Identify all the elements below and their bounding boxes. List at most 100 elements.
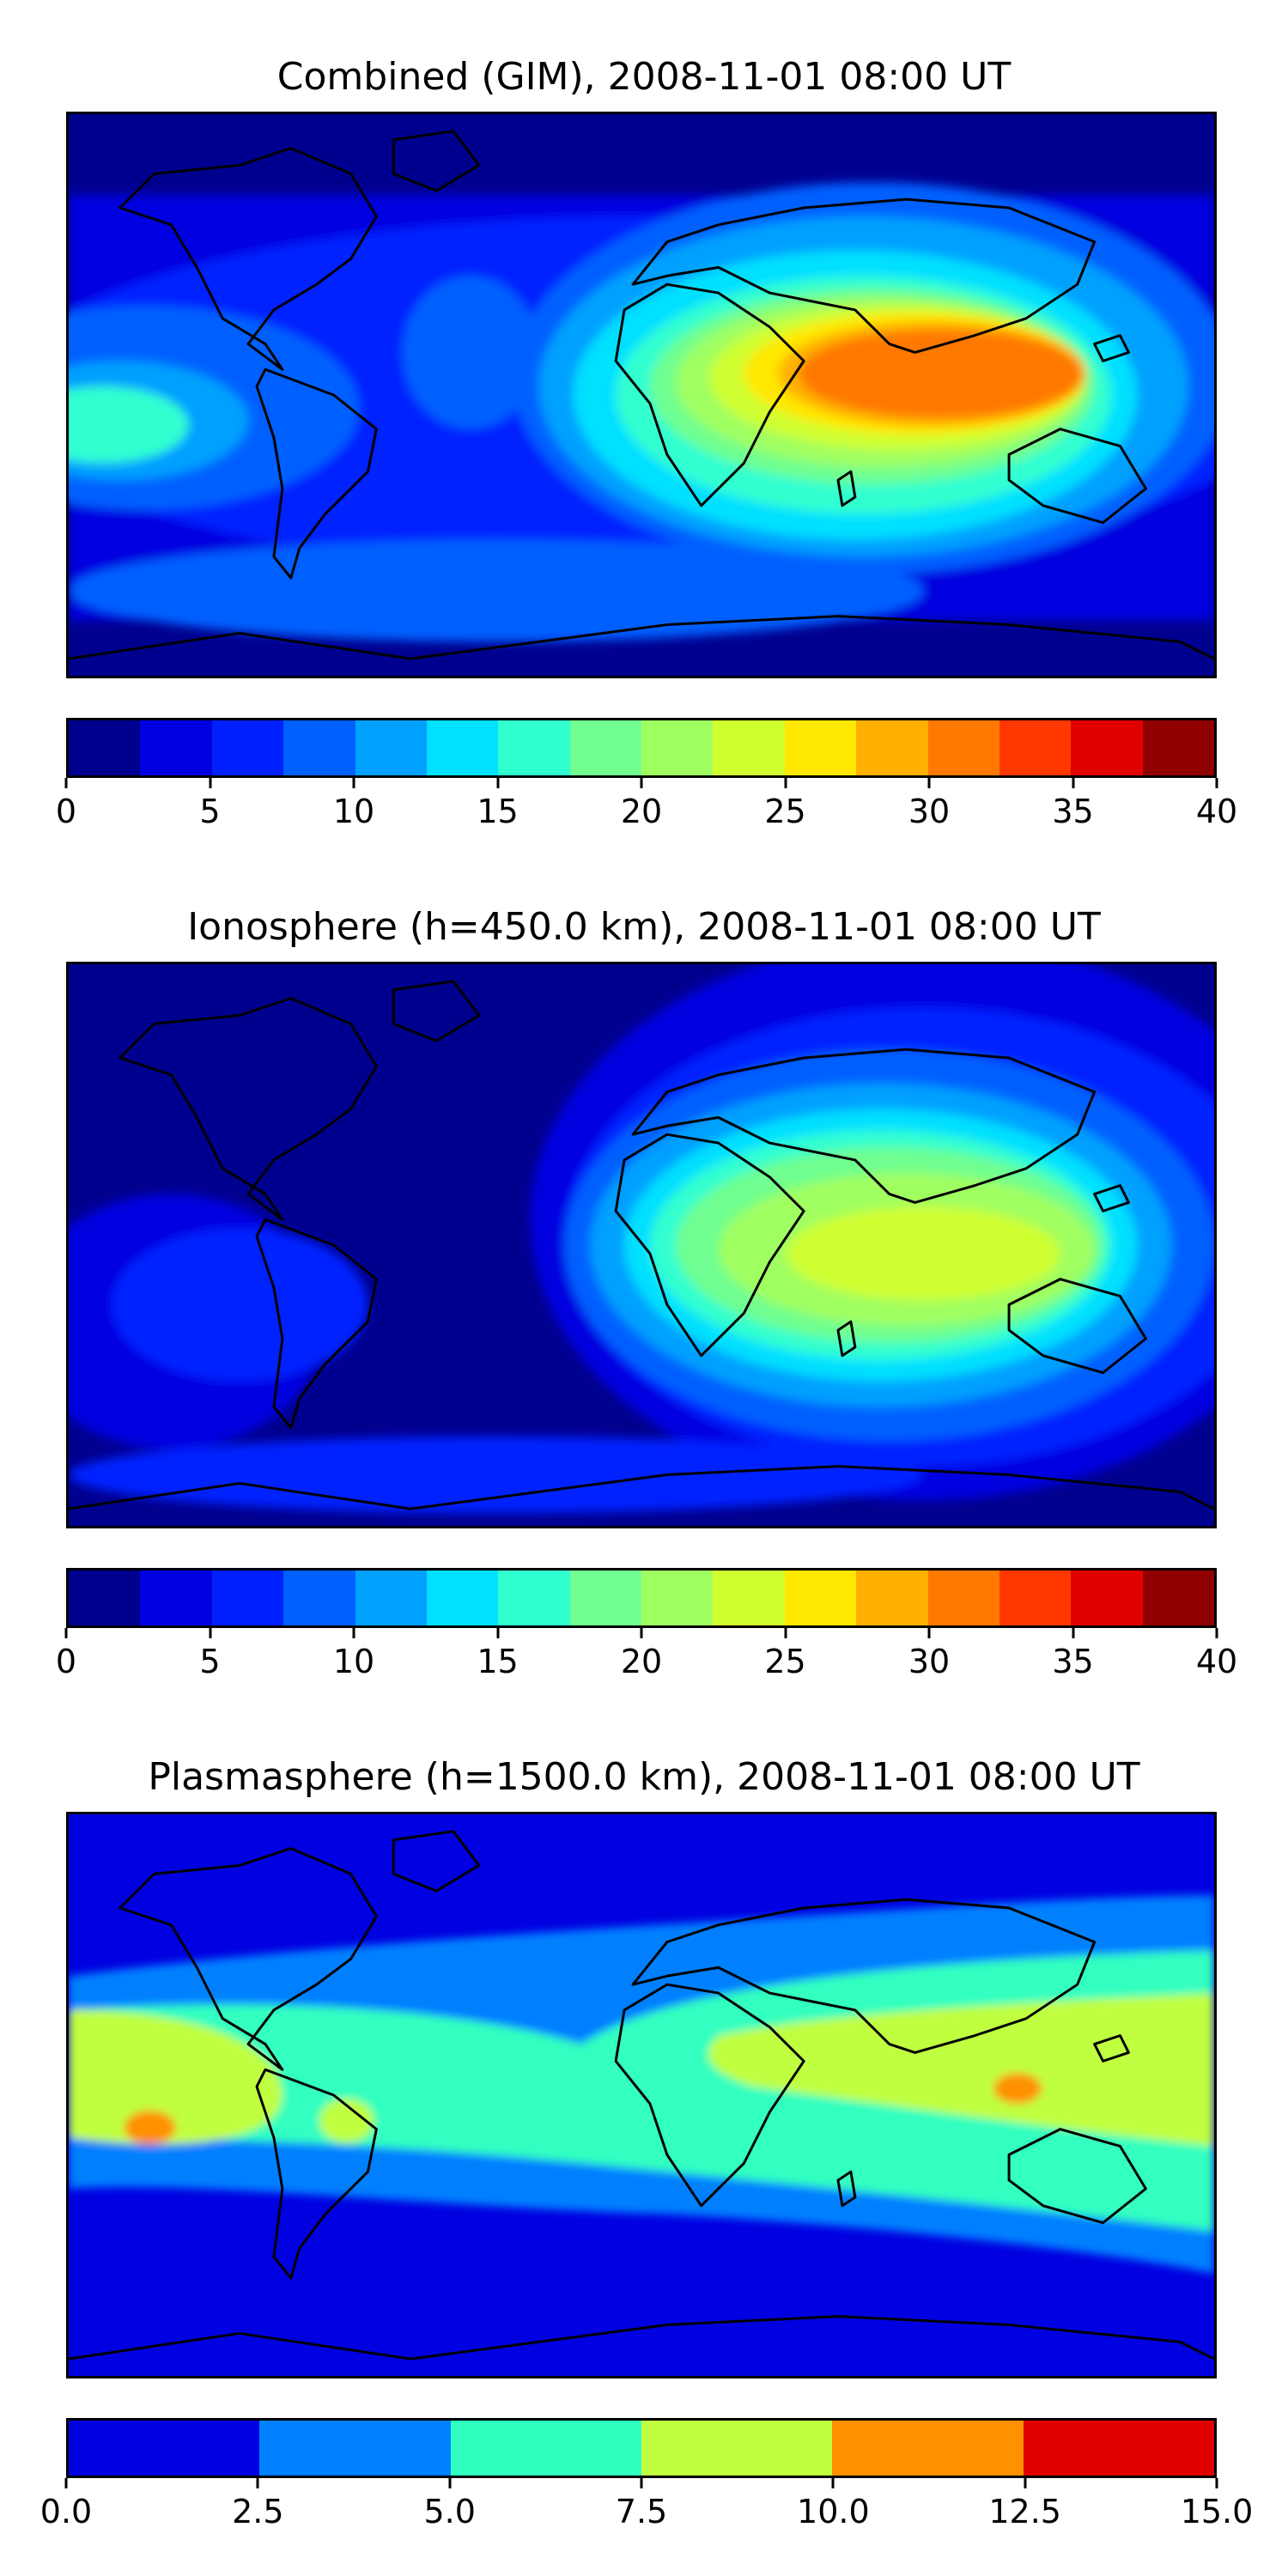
colorbar-tick [256,2478,259,2488]
colorbar-segment [927,1571,999,1625]
colorbar-tick [640,778,643,788]
colorbar-tick [640,1628,643,1638]
colorbar-tick-label: 15.0 [1180,2493,1254,2530]
colorbar-segment [784,1571,857,1625]
colorbar-segment [1071,1571,1143,1625]
colorbar-tick-label: 0 [55,793,77,830]
colorbar-tick-label: 15 [477,1643,519,1680]
colorbar-tick [784,778,787,788]
colorbar-segment [1142,720,1214,775]
colorbar-tick [784,1628,787,1638]
colorbar-tick-label: 20 [620,793,663,830]
colorbar-segment [641,1571,714,1625]
colorbar-segment [69,720,141,775]
colorbar-tick-label: 30 [908,1643,951,1680]
colorbar-tick [1024,2478,1027,2488]
colorbar-segment [426,1571,499,1625]
colorbar-tick-label: 5 [199,1643,221,1680]
colorbar-segment [211,720,284,775]
colorbar-segment [856,1571,928,1625]
colorbar-segment [69,2421,260,2476]
colorbar-tick [64,778,68,788]
colorbar-tick-label: 7.5 [615,2493,668,2530]
panel-title-ionosphere: Ionosphere (h=450.0 km), 2008-11-01 08:0… [187,905,1101,949]
colorbar-plasmasphere [66,2418,1217,2478]
colorbar-tick-label: 5.0 [423,2493,476,2530]
colorbar-segment [1023,2421,1214,2476]
colorbar-tick-label: 35 [1052,1643,1094,1680]
colorbar-tick [209,778,211,788]
colorbar-ticks-ionosphere: 0 5 10 15 20 25 30 35 40 [56,1628,1237,1680]
colorbar-tick-label: 15 [477,793,519,830]
colorbar-segment [641,720,714,775]
colorbar-segment [283,720,355,775]
colorbar-tick [831,2478,835,2488]
colorbar-tick [352,1628,355,1638]
colorbar-segment [641,2421,833,2476]
colorbar-tick-label: 10.0 [797,2493,870,2530]
colorbar-tick-label: 5 [199,793,221,830]
colorbar-segment [784,720,857,775]
colorbar-segment [1071,720,1143,775]
colorbar-segment [211,1571,284,1625]
colorbar-segment [450,2421,641,2476]
colorbar-ionosphere [66,1568,1217,1628]
colorbar-tick [1072,1628,1074,1638]
map-ionosphere [66,962,1217,1528]
colorbar-tick-label: 12.5 [988,2493,1061,2530]
colorbar-tick-label: 25 [764,1643,806,1680]
colorbar-tick [1215,778,1218,788]
colorbar-segment [999,1571,1072,1625]
colorbar-segment [498,720,570,775]
colorbar-segment [713,1571,785,1625]
colorbar-segment [856,720,928,775]
colorbar-tick [64,2478,68,2488]
panel-title-combined: Combined (GIM), 2008-11-01 08:00 UT [276,55,1012,99]
colorbar-segment [569,720,641,775]
colorbar-tick-label: 20 [620,1643,663,1680]
colorbar-segment [569,1571,641,1625]
colorbar-segment [1142,1571,1214,1625]
colorbar-segment [140,1571,212,1625]
colorbar-segment [283,1571,355,1625]
colorbar-tick [496,778,499,788]
colorbar-segment [426,720,499,775]
colorbar-segment [355,720,427,775]
colorbar-combined [66,718,1217,778]
colorbar-tick [640,2478,643,2488]
colorbar-segment [69,1571,141,1625]
colorbar-tick-label: 40 [1195,1643,1238,1680]
panel-title-plasmasphere: Plasmasphere (h=1500.0 km), 2008-11-01 0… [148,1755,1140,1799]
colorbar-tick [448,2478,452,2488]
colorbar-segment [713,720,785,775]
map-combined [66,112,1217,678]
map-plasmasphere [66,1812,1217,2379]
colorbar-ticks-plasmasphere: 0.0 2.5 5.0 7.5 10.0 12.5 15.0 [40,2478,1253,2530]
colorbar-tick-label: 40 [1195,793,1238,830]
colorbar-tick-label: 0.0 [39,2493,93,2530]
colorbar-tick [1072,778,1074,788]
colorbar-segment [140,720,212,775]
colorbar-tick-label: 0 [55,1643,77,1680]
colorbar-tick [927,778,931,788]
colorbar-tick-label: 10 [332,793,375,830]
colorbar-segment [259,2421,451,2476]
colorbar-segment [927,720,999,775]
colorbar-tick [209,1628,211,1638]
colorbar-tick-label: 35 [1052,793,1094,830]
colorbar-segment [498,1571,570,1625]
colorbar-segment [999,720,1072,775]
colorbar-tick-label: 2.5 [232,2493,284,2530]
colorbar-tick-label: 25 [764,793,806,830]
colorbar-tick [496,1628,499,1638]
colorbar-segment [355,1571,427,1625]
colorbar-tick-label: 30 [908,793,951,830]
colorbar-tick [1215,2478,1218,2488]
colorbar-tick-label: 10 [332,1643,375,1680]
colorbar-ticks-combined: 0 5 10 15 20 25 30 35 40 [56,778,1237,830]
colorbar-tick [352,778,355,788]
colorbar-tick [1215,1628,1218,1638]
colorbar-tick [927,1628,931,1638]
colorbar-segment [832,2421,1024,2476]
colorbar-tick [64,1628,68,1638]
